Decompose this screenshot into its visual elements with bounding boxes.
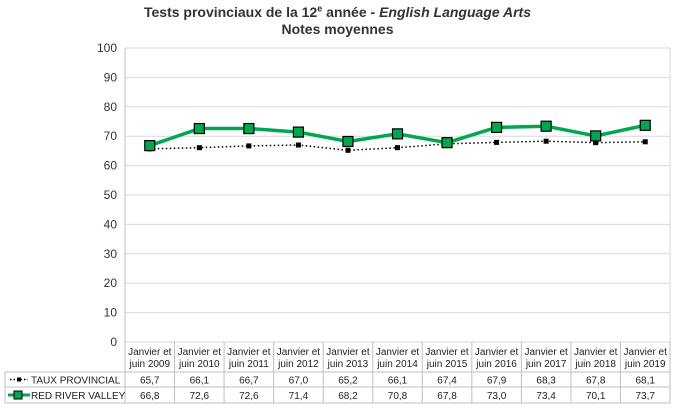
x-category-label: Janvier et juin 2012 [277,347,321,370]
table-cell: 66,7 [239,376,259,387]
table-cell: 66,1 [388,376,408,387]
legend-label: RED RIVER VALLEY [31,391,126,402]
data-point-school [193,122,205,135]
legend-marker-school [13,390,23,400]
table-cell: 71,4 [289,391,309,402]
data-point-school [639,119,651,131]
y-tick-label: 100 [97,41,117,55]
data-point-school [292,126,305,138]
legend-label: TAUX PROVINCIAL [31,376,121,387]
x-category-label: Janvier et juin 2013 [326,347,370,370]
table-cell: 65,7 [140,376,160,387]
table-cell: 67,4 [437,376,457,387]
x-category-label: Janvier et juin 2019 [624,347,668,370]
y-tick-label: 0 [110,335,117,349]
table-cell: 67,8 [437,391,457,402]
table-cell: 72,6 [239,391,259,402]
y-tick-label: 20 [104,276,118,290]
data-point-provincial [196,145,202,151]
data-point-provincial [345,147,351,153]
table-cell: 72,6 [190,391,210,402]
data-point-provincial [593,140,599,146]
table-cell: 73,4 [536,391,556,402]
x-category-label: Janvier et juin 2016 [475,347,519,370]
data-point-provincial [642,139,648,145]
data-point-provincial [494,139,500,145]
table-cell: 68,3 [536,376,556,387]
x-category-label: Janvier et juin 2015 [425,347,469,370]
data-point-school [391,128,404,140]
y-tick-label: 80 [104,100,118,114]
series-layer [144,119,651,153]
gridlines [125,47,671,343]
x-category-label: Janvier et juin 2014 [376,347,420,370]
x-category-label: Janvier et juin 2018 [574,347,618,370]
y-tick-label: 30 [104,247,118,261]
data-point-provincial [295,142,301,148]
table-cell: 67,0 [289,376,309,387]
y-tick-label: 40 [104,217,118,231]
data-point-school [540,120,552,132]
table-cell: 68,2 [338,391,358,402]
data-point-school [342,135,354,148]
y-tick-label: 70 [104,129,118,143]
x-category-label: Janvier et juin 2017 [524,347,568,370]
table-cell: 73,7 [635,391,655,402]
table-cell: 73,0 [487,391,507,402]
x-category-label: Janvier et juin 2010 [178,347,222,370]
legend-marker-provincial [17,377,21,382]
y-tick-label: 10 [104,306,118,320]
table-cell: 68,1 [635,376,655,387]
data-point-school [243,122,255,135]
table-cell: 70,1 [586,391,606,402]
data-point-provincial [395,145,400,151]
data-point-provincial [543,138,549,144]
chart-title: Tests provinciaux de la 12e année - Engl… [0,4,675,38]
chart-title-line1: Tests provinciaux de la 12e année - Engl… [143,3,532,20]
table-cell: 67,9 [487,376,507,387]
data-point-school [590,130,602,142]
table-cell: 67,8 [586,376,606,387]
y-axis: 0 10 20 30 40 50 60 70 80 90 100 [97,41,117,349]
y-tick-label: 60 [104,159,118,173]
x-category-label: Janvier et juin 2011 [227,347,271,370]
table-cell: 70,8 [388,391,408,402]
table-cell: 66,8 [140,391,160,402]
chart-title-line2: Notes moyennes [281,21,394,37]
table-cell: 65,2 [338,376,358,387]
data-point-provincial [246,143,252,149]
x-category-label: Janvier et juin 2009 [128,347,172,370]
y-tick-label: 90 [104,70,118,84]
table-cell: 66,1 [190,376,210,387]
data-point-school [490,121,503,133]
y-tick-label: 50 [104,188,118,202]
data-point-school [441,137,453,149]
data-point-school [144,140,156,152]
